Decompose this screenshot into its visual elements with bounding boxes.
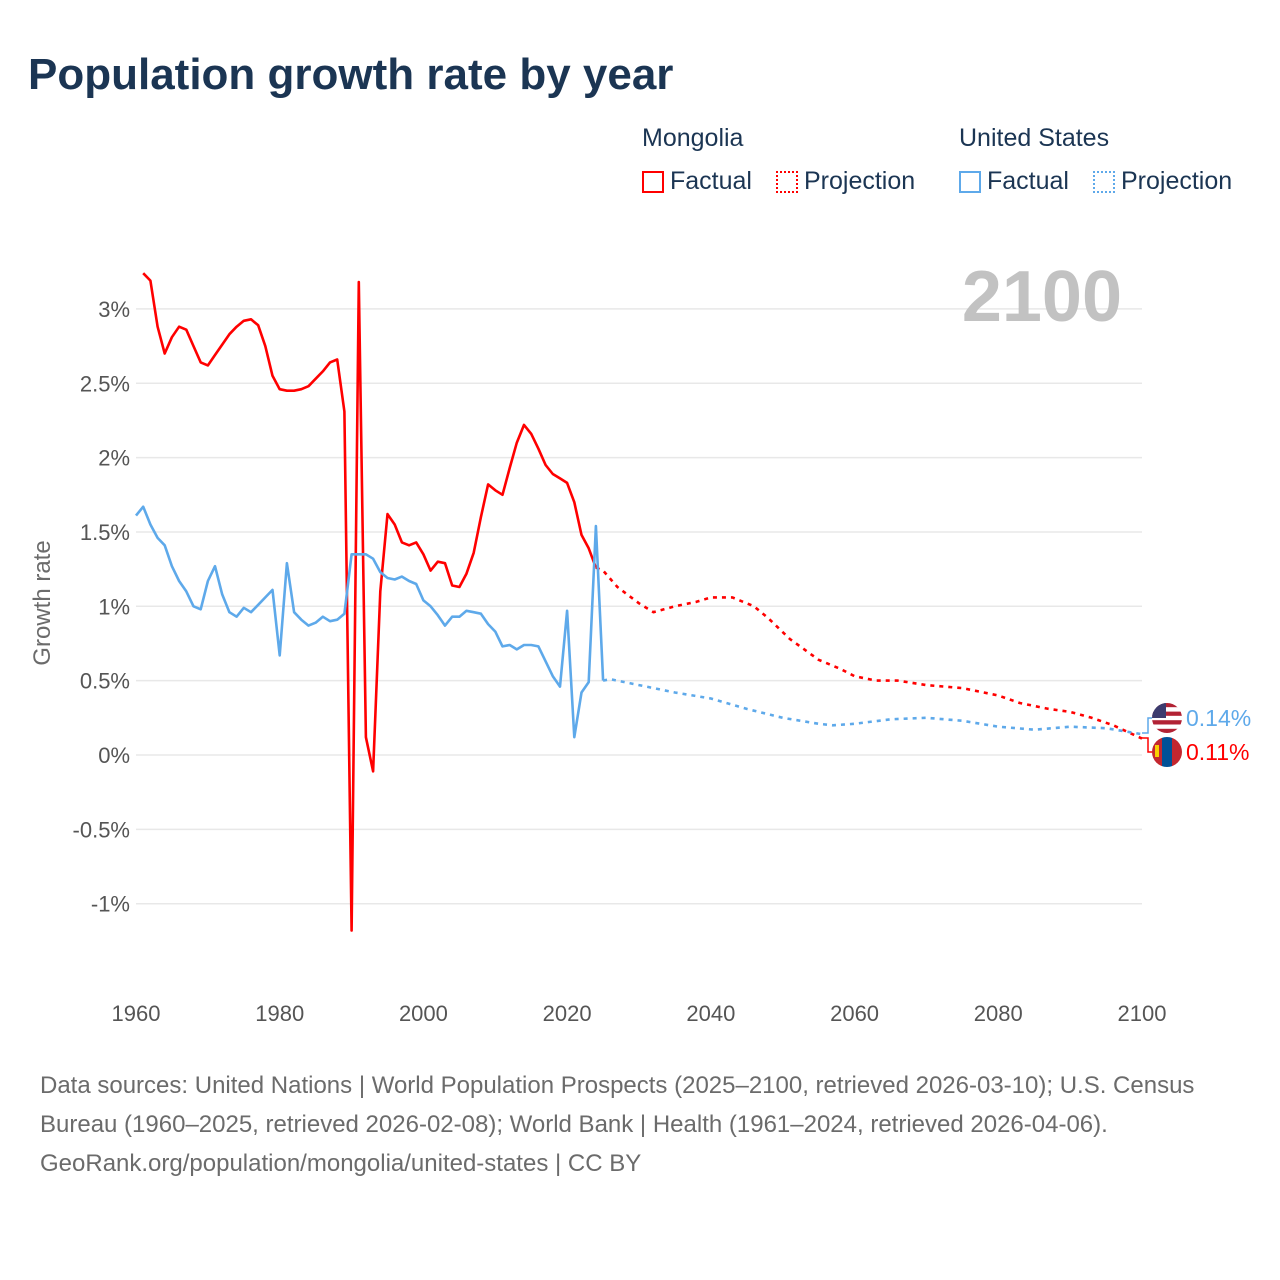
- x-tick-label: 2000: [399, 1001, 448, 1026]
- legend-label: Factual: [987, 167, 1069, 195]
- mongolia-end-value: 0.11%: [1186, 739, 1250, 765]
- y-tick-label: 1.5%: [80, 520, 130, 545]
- legend-label: Projection: [1120, 167, 1233, 195]
- us-connector: [1142, 717, 1154, 734]
- dotted-swatch-icon: [1092, 170, 1115, 193]
- y-tick-label: 0.5%: [80, 669, 130, 694]
- series-line-mongolia-factual[interactable]: [142, 272, 598, 932]
- y-tick-label: -1%: [91, 892, 130, 917]
- x-tick-label: 1960: [112, 1001, 161, 1026]
- mongolia-connector: [1142, 737, 1154, 753]
- legend-mongolia: Mongolia Factual Projection: [642, 124, 933, 196]
- y-tick-label: 3%: [98, 297, 130, 322]
- series-line-united-states-factual[interactable]: [134, 505, 605, 739]
- y-tick-label: 0%: [98, 743, 130, 768]
- footer: Data sources: United Nations | World Pop…: [40, 1066, 1230, 1183]
- legend-label: Projection: [803, 167, 916, 195]
- series-line-mongolia-projection[interactable]: [595, 566, 1143, 740]
- us-flag-icon: [1152, 703, 1182, 733]
- x-tick-label: 2080: [974, 1001, 1023, 1026]
- data-sources: Data sources: United Nations | World Pop…: [40, 1072, 1195, 1138]
- x-tick-label: 2020: [543, 1001, 592, 1026]
- x-tick-label: 1980: [255, 1001, 304, 1026]
- x-tick-label: 2100: [1118, 1001, 1167, 1026]
- y-tick-label: 1%: [98, 594, 130, 619]
- solid-swatch-icon: [642, 170, 664, 193]
- line-chart: 3% 2.5% 2% 1.5% 1% 0.5% 0% -0.5% -1% 1960 1980 2000…: [29, 272, 1251, 1026]
- x-tick-label: 2060: [830, 1001, 879, 1026]
- legend-mongolia-factual[interactable]: Factual: [642, 167, 752, 196]
- legend-united-states: United States Factual Projection: [959, 124, 1250, 196]
- legend-country-name: United States: [959, 124, 1110, 152]
- y-tick-label: 2%: [98, 446, 130, 471]
- series-line-united-states-projection[interactable]: [602, 677, 1143, 736]
- legend-us-projection[interactable]: Projection: [1092, 167, 1233, 196]
- legend-label: Factual: [670, 167, 752, 195]
- us-end-value: 0.14%: [1186, 705, 1251, 731]
- y-axis-label: Growth rate: [29, 540, 56, 665]
- y-tick-label: -0.5%: [73, 817, 130, 842]
- current-year-display: 2100: [961, 257, 1122, 337]
- x-tick-label: 2040: [686, 1001, 735, 1026]
- chart-title: Population growth rate by year: [28, 50, 674, 99]
- legend-country-name: Mongolia: [642, 124, 744, 152]
- dotted-swatch-icon: [775, 170, 798, 193]
- credit-link[interactable]: GeoRank.org/population/mongolia/united-s…: [40, 1150, 642, 1177]
- legend-us-factual[interactable]: Factual: [959, 167, 1069, 196]
- y-tick-label: 2.5%: [80, 371, 130, 396]
- legend-mongolia-projection[interactable]: Projection: [775, 167, 916, 196]
- mongolia-flag-icon: [1152, 737, 1182, 767]
- solid-swatch-icon: [959, 170, 981, 193]
